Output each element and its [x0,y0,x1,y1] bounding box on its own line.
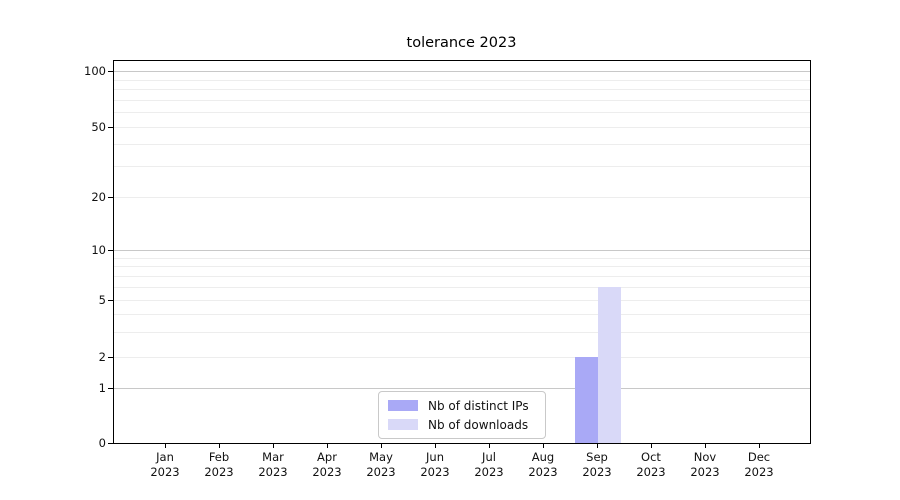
x-tick-label: Jun 2023 [403,450,467,480]
y-tick-label: 100 [84,64,106,78]
x-tick-month: Jul [482,450,496,464]
x-tick-year: 2023 [420,465,450,479]
x-tick-year: 2023 [312,465,342,479]
x-tick-label: Nov 2023 [673,450,737,480]
x-tick-month: Nov [693,450,717,464]
y-tick-mark [108,71,113,73]
x-tick-year: 2023 [258,465,288,479]
minor-gridline [114,166,810,168]
y-tick-mark [108,357,113,359]
x-tick-mark [651,444,653,448]
minor-gridline [114,331,810,333]
x-tick-label: May 2023 [349,450,413,480]
minor-gridline [114,300,810,301]
x-tick-year: 2023 [582,465,612,479]
legend-swatch-downloads [388,419,418,430]
x-tick-label: Sep 2023 [565,450,629,480]
x-tick-mark [165,444,167,448]
x-tick-month: Sep [586,450,608,464]
y-tick-label: 20 [91,190,106,204]
minor-gridline [114,79,810,81]
legend-label-downloads: Nb of downloads [428,417,529,432]
x-tick-year: 2023 [204,465,234,479]
legend-row-distinct-ips: Nb of distinct IPs [388,398,536,413]
y-tick-label: 1 [98,381,106,395]
x-tick-month: Jun [426,450,444,464]
x-tick-label: Jan 2023 [133,450,197,480]
x-tick-label: Oct 2023 [619,450,683,480]
x-tick-year: 2023 [528,465,558,479]
x-tick-mark [381,444,383,448]
minor-gridline [114,286,810,288]
minor-gridline [114,197,810,198]
legend-row-downloads: Nb of downloads [388,417,536,432]
minor-gridline [114,89,810,91]
x-tick-label: Aug 2023 [511,450,575,480]
y-tick-mark [108,443,113,445]
x-tick-mark [705,444,707,448]
minor-gridline [114,313,810,315]
x-tick-mark [435,444,437,448]
x-tick-year: 2023 [366,465,396,479]
major-gridline [114,71,810,72]
x-tick-month: Mar [262,450,284,464]
y-tick-label: 5 [98,293,106,307]
minor-gridline [114,357,810,358]
y-tick-label: 2 [98,350,106,364]
minor-gridline [114,266,810,268]
x-tick-mark [489,444,491,448]
x-tick-month: Jan [156,450,174,464]
major-gridline [114,250,810,251]
x-tick-year: 2023 [744,465,774,479]
minor-gridline [114,144,810,146]
x-tick-month: Feb [208,450,230,464]
major-gridline [114,388,810,389]
legend-label-distinct-ips: Nb of distinct IPs [428,398,529,413]
x-tick-label: Feb 2023 [187,450,251,480]
x-tick-mark [597,444,599,448]
y-tick-label: 10 [91,243,106,257]
y-tick-mark [108,127,113,129]
legend-swatch-distinct-ips [388,400,418,411]
x-tick-year: 2023 [150,465,180,479]
x-tick-month: Dec [747,450,771,464]
x-tick-mark [327,444,329,448]
bar-downloads [598,286,621,443]
minor-gridline [114,99,810,101]
minor-gridline [114,112,810,114]
y-tick-label: 0 [98,436,106,450]
y-tick-mark [108,197,113,199]
y-tick-mark [108,388,113,390]
x-tick-mark [543,444,545,448]
chart-title: tolerance 2023 [406,35,517,51]
x-tick-label: Mar 2023 [241,450,305,480]
x-tick-mark [219,444,221,448]
x-tick-month: Apr [317,450,337,464]
minor-gridline [114,257,810,259]
y-tick-mark [108,250,113,252]
minor-gridline [114,275,810,277]
plot-area [113,60,811,444]
x-tick-year: 2023 [474,465,504,479]
minor-gridline [114,127,810,128]
x-tick-mark [273,444,275,448]
x-tick-label: Apr 2023 [295,450,359,480]
x-tick-year: 2023 [690,465,720,479]
legend: Nb of distinct IPs Nb of downloads [378,391,546,439]
y-tick-mark [108,300,113,302]
y-tick-label: 50 [91,120,106,134]
x-tick-label: Dec 2023 [727,450,791,480]
x-tick-mark [759,444,761,448]
bar-distinct-ips [575,357,598,443]
x-tick-month: Oct [641,450,661,464]
x-tick-month: Aug [531,450,555,464]
x-tick-month: May [369,450,393,464]
x-tick-year: 2023 [636,465,666,479]
x-tick-label: Jul 2023 [457,450,521,480]
